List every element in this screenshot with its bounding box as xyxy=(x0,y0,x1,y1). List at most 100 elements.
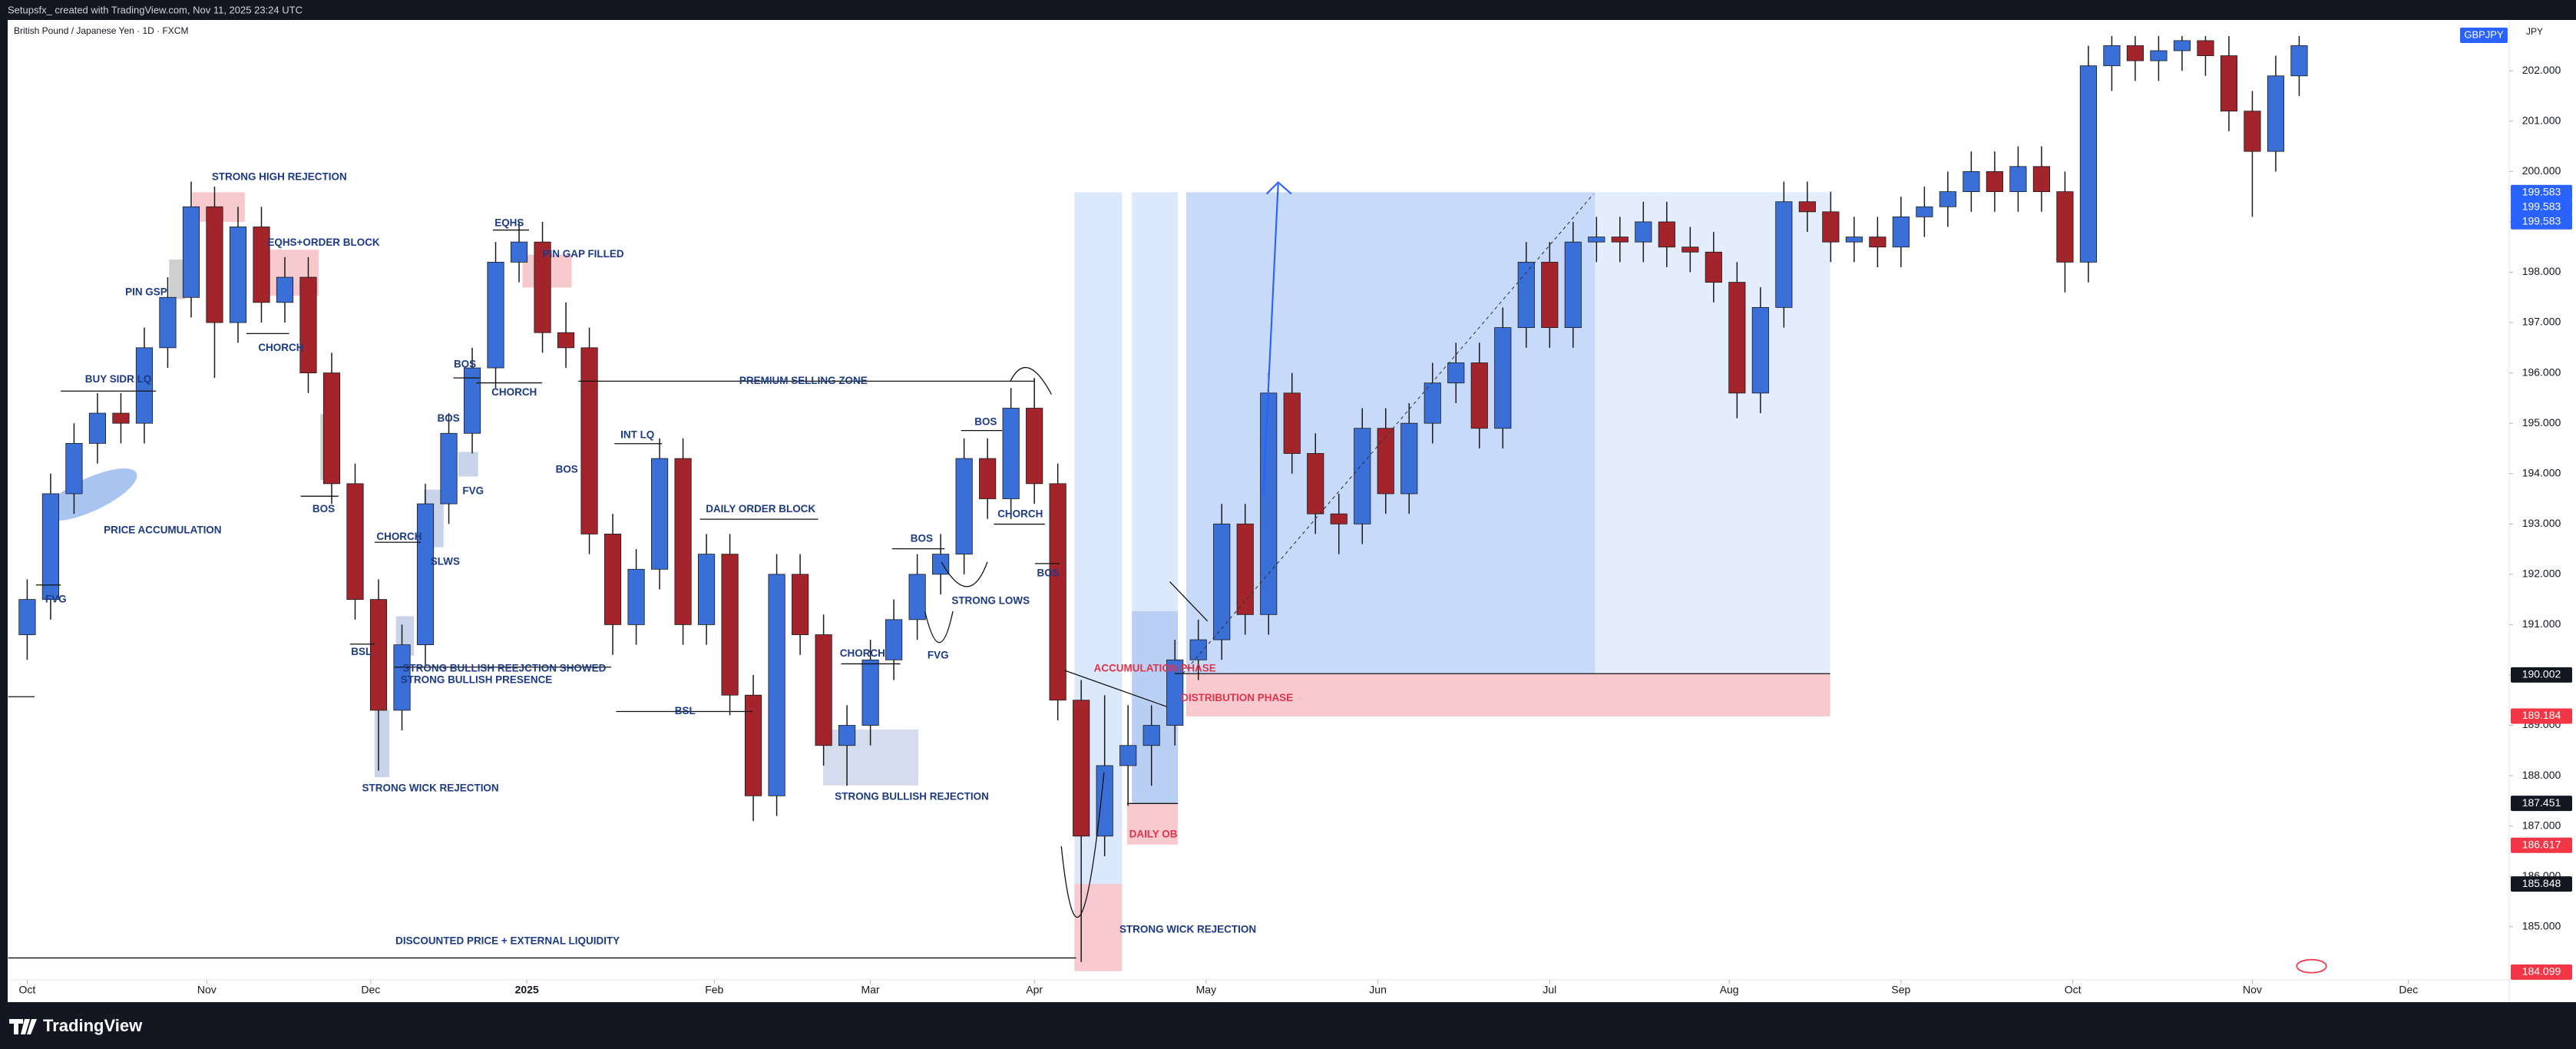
annotation: SLWS xyxy=(431,555,460,567)
price-tag-label: 199.583 xyxy=(2522,214,2561,227)
x-tick-label: Dec xyxy=(361,984,380,996)
candle-body xyxy=(2173,40,2191,51)
candle-body xyxy=(369,599,388,711)
candle-body xyxy=(2197,40,2214,56)
y-tick-label: 196.000 xyxy=(2522,366,2561,378)
annotation: DISTRIBUTION PHASE xyxy=(1181,692,1293,703)
x-tick-label: May xyxy=(1196,984,1216,996)
candle-body xyxy=(627,568,645,625)
candle-body xyxy=(979,458,997,499)
candle-body xyxy=(955,458,973,555)
candle-body xyxy=(322,372,341,485)
candle-body xyxy=(2150,50,2168,61)
x-tick-label: Sep xyxy=(1891,984,1910,996)
left-edge xyxy=(0,20,8,1002)
candle-body xyxy=(2009,166,2027,192)
annotation: DAILY ORDER BLOCK xyxy=(706,503,815,515)
annotation: PRICE ACCUMULATION xyxy=(104,524,221,536)
price-tag-label: 190.002 xyxy=(2522,668,2561,680)
candle-body xyxy=(1143,725,1160,746)
candle-body xyxy=(1307,453,1324,515)
candle-body xyxy=(721,554,739,696)
annotation: BUY SIDR LQ xyxy=(85,373,152,385)
price-tag xyxy=(2511,837,2572,853)
candle-body xyxy=(2220,55,2238,112)
candle-body xyxy=(932,554,950,575)
price-tag xyxy=(2511,964,2572,980)
candle-body xyxy=(768,574,785,796)
candle-body xyxy=(463,367,481,434)
candle-body xyxy=(1892,216,1910,248)
candle-body xyxy=(1611,237,1629,243)
annotation: INT LQ xyxy=(620,429,654,441)
x-tick-label: Oct xyxy=(19,984,36,996)
candle-body xyxy=(510,241,528,263)
candle-body xyxy=(534,241,551,333)
annotation: BOS xyxy=(438,412,460,424)
price-tag xyxy=(2511,876,2572,892)
candles xyxy=(18,36,2308,962)
candle-body xyxy=(2244,111,2261,152)
annotation: EQHS+ORDER BLOCK xyxy=(267,237,380,248)
symbol-tag-label: GBPJPY xyxy=(2464,28,2504,40)
y-tick-label: 187.000 xyxy=(2522,819,2561,831)
annotation: STRONG WICK REJECTION xyxy=(1119,924,1256,935)
candle-body xyxy=(1002,408,1020,499)
candle-body xyxy=(18,599,36,635)
annotation: BSL xyxy=(675,705,696,716)
annotation: STRONG HIGH REJECTION xyxy=(212,171,347,183)
candle-body xyxy=(1260,392,1278,615)
candle-body xyxy=(1682,247,1699,253)
candle-body xyxy=(1541,261,1559,329)
y-tick-label: 185.000 xyxy=(2522,919,2561,932)
symbol-tag xyxy=(2460,28,2508,43)
candle-body xyxy=(1236,523,1254,615)
candle-body xyxy=(299,276,317,374)
y-tick-label: 192.000 xyxy=(2522,568,2561,580)
candle-body xyxy=(1377,428,1394,495)
candle-body xyxy=(698,554,716,625)
annotation: STRONG LOWS xyxy=(951,595,1030,607)
candle-body xyxy=(276,276,294,303)
annotation: BOS xyxy=(312,503,335,515)
annotation: BOS xyxy=(911,532,933,544)
bottom-bar xyxy=(0,1002,2576,1049)
x-tick-label: Nov xyxy=(2243,984,2262,996)
y-tick-label: 197.000 xyxy=(2522,316,2561,328)
candle-body xyxy=(1963,170,1980,192)
y-tick-label: 200.000 xyxy=(2522,164,2561,177)
annotation: BSL xyxy=(351,646,372,657)
annotation: STRONG WICK REJECTION xyxy=(362,783,499,794)
x-tick-label: Apr xyxy=(1026,984,1043,996)
candle-body xyxy=(1845,237,1863,243)
candle-body xyxy=(416,503,435,646)
y-tick-label: 195.000 xyxy=(2522,416,2561,429)
candle-body xyxy=(1354,428,1371,524)
annotation: BOS xyxy=(556,464,578,475)
x-tick-label: Oct xyxy=(2065,984,2082,996)
candle-body xyxy=(792,574,809,635)
candle-body xyxy=(440,432,458,505)
currency: JPY xyxy=(2526,26,2543,37)
candle-body xyxy=(674,458,692,625)
annotation: FVG xyxy=(462,485,484,496)
x-tick-label: Nov xyxy=(197,984,217,996)
y-tick-label: 193.000 xyxy=(2522,517,2561,529)
candle-body xyxy=(885,619,903,660)
annotation: EQHS xyxy=(494,217,524,229)
candle-body xyxy=(1705,251,1722,283)
x-tick-label: Jun xyxy=(1369,984,1387,996)
candle-body xyxy=(182,206,200,298)
candle-body xyxy=(1728,282,1746,394)
annotation: CHORCH xyxy=(997,508,1043,519)
candle-body xyxy=(1119,745,1137,766)
annotation: CHORCH xyxy=(491,386,537,398)
price-tag-label: 184.099 xyxy=(2522,965,2561,978)
candle-body xyxy=(2079,65,2097,263)
price-tag-label: 189.184 xyxy=(2522,709,2561,721)
annotation: BOS xyxy=(974,415,997,427)
candle-body xyxy=(1213,523,1231,640)
price-tag-label: 185.848 xyxy=(2522,877,2561,889)
